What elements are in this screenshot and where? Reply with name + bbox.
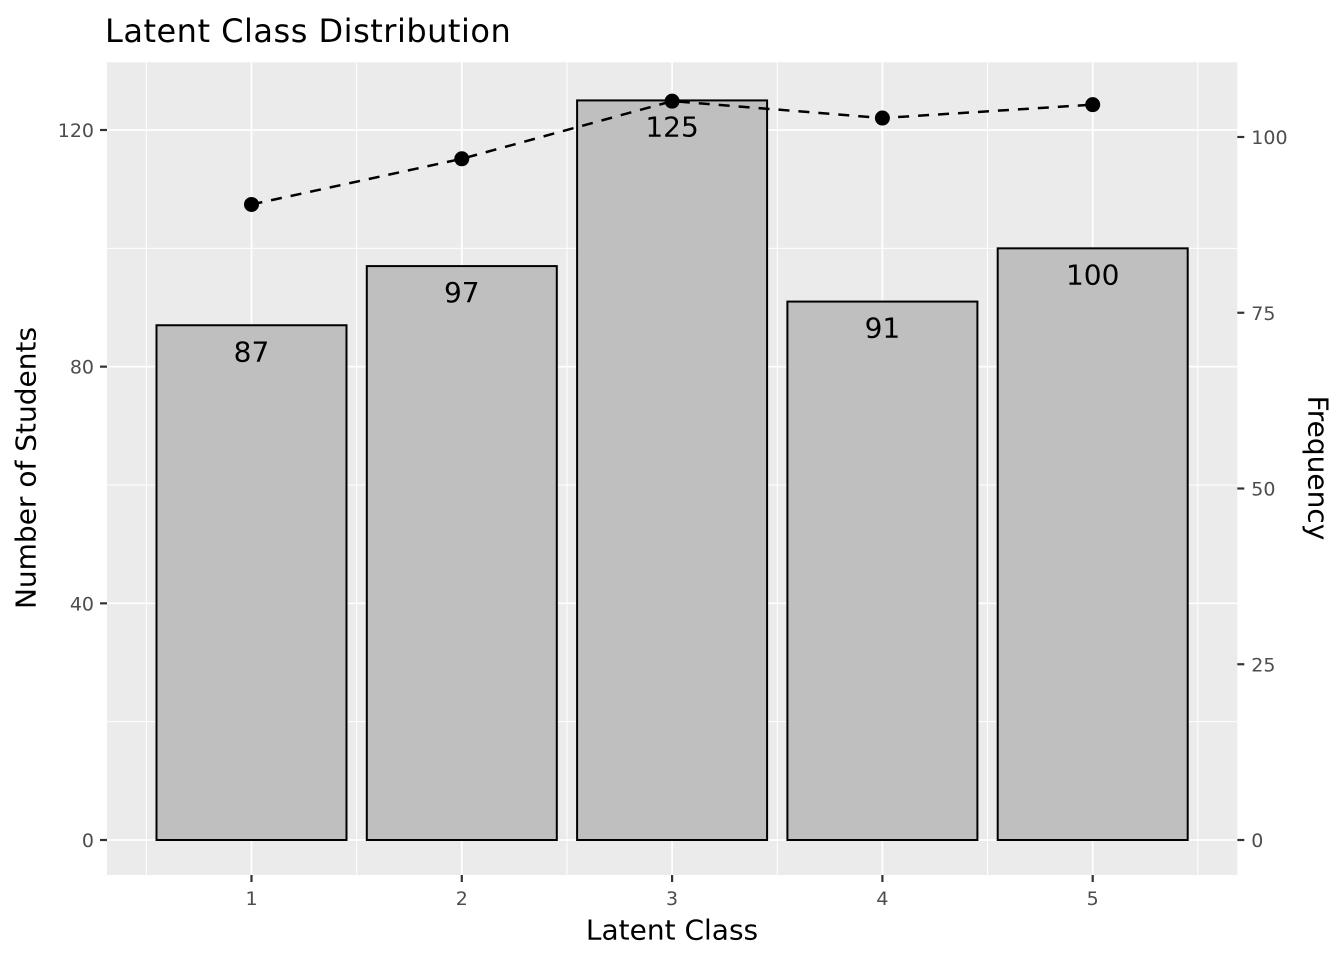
right-axis-tick-label: 100 (1251, 127, 1287, 149)
x-axis-tick-label: 1 (245, 888, 257, 910)
bar-value-label-2: 97 (444, 276, 480, 309)
right-axis-tick-label: 0 (1251, 830, 1263, 852)
x-axis-tick-label: 5 (1087, 888, 1099, 910)
bar-value-label-3: 125 (645, 110, 698, 143)
chart-title: Latent Class Distribution (105, 12, 512, 50)
left-axis-tick-label: 120 (58, 120, 94, 142)
left-axis-tick-label: 40 (70, 593, 94, 615)
right-axis-tick-label: 75 (1251, 303, 1275, 325)
bar-class-2 (365, 265, 558, 842)
left-axis-tick-label: 80 (70, 357, 94, 379)
bar-value-label-5: 100 (1066, 258, 1119, 291)
bar-class-3 (576, 99, 769, 841)
frequency-point-1 (244, 196, 259, 212)
frequency-line (251, 99, 1093, 206)
x-axis-tick-label: 2 (456, 888, 468, 910)
frequency-point-4 (874, 110, 890, 126)
bar-class-4 (786, 300, 979, 842)
bar-class-1 (155, 324, 348, 841)
right-axis-tick-label: 50 (1251, 479, 1275, 501)
frequency-point-3 (664, 93, 680, 109)
right-axis-tick-label: 25 (1251, 654, 1275, 676)
x-axis-tick-label: 3 (666, 888, 678, 910)
bar-value-label-1: 87 (234, 335, 270, 368)
left-axis-tick-label: 0 (82, 830, 94, 852)
frequency-point-5 (1085, 97, 1101, 113)
x-axis-title: Latent Class (585, 913, 759, 947)
bar-value-label-4: 91 (865, 312, 901, 345)
frequency-point-2 (454, 151, 470, 167)
bar-class-5 (996, 247, 1189, 842)
x-axis-tick-label: 4 (876, 888, 888, 910)
